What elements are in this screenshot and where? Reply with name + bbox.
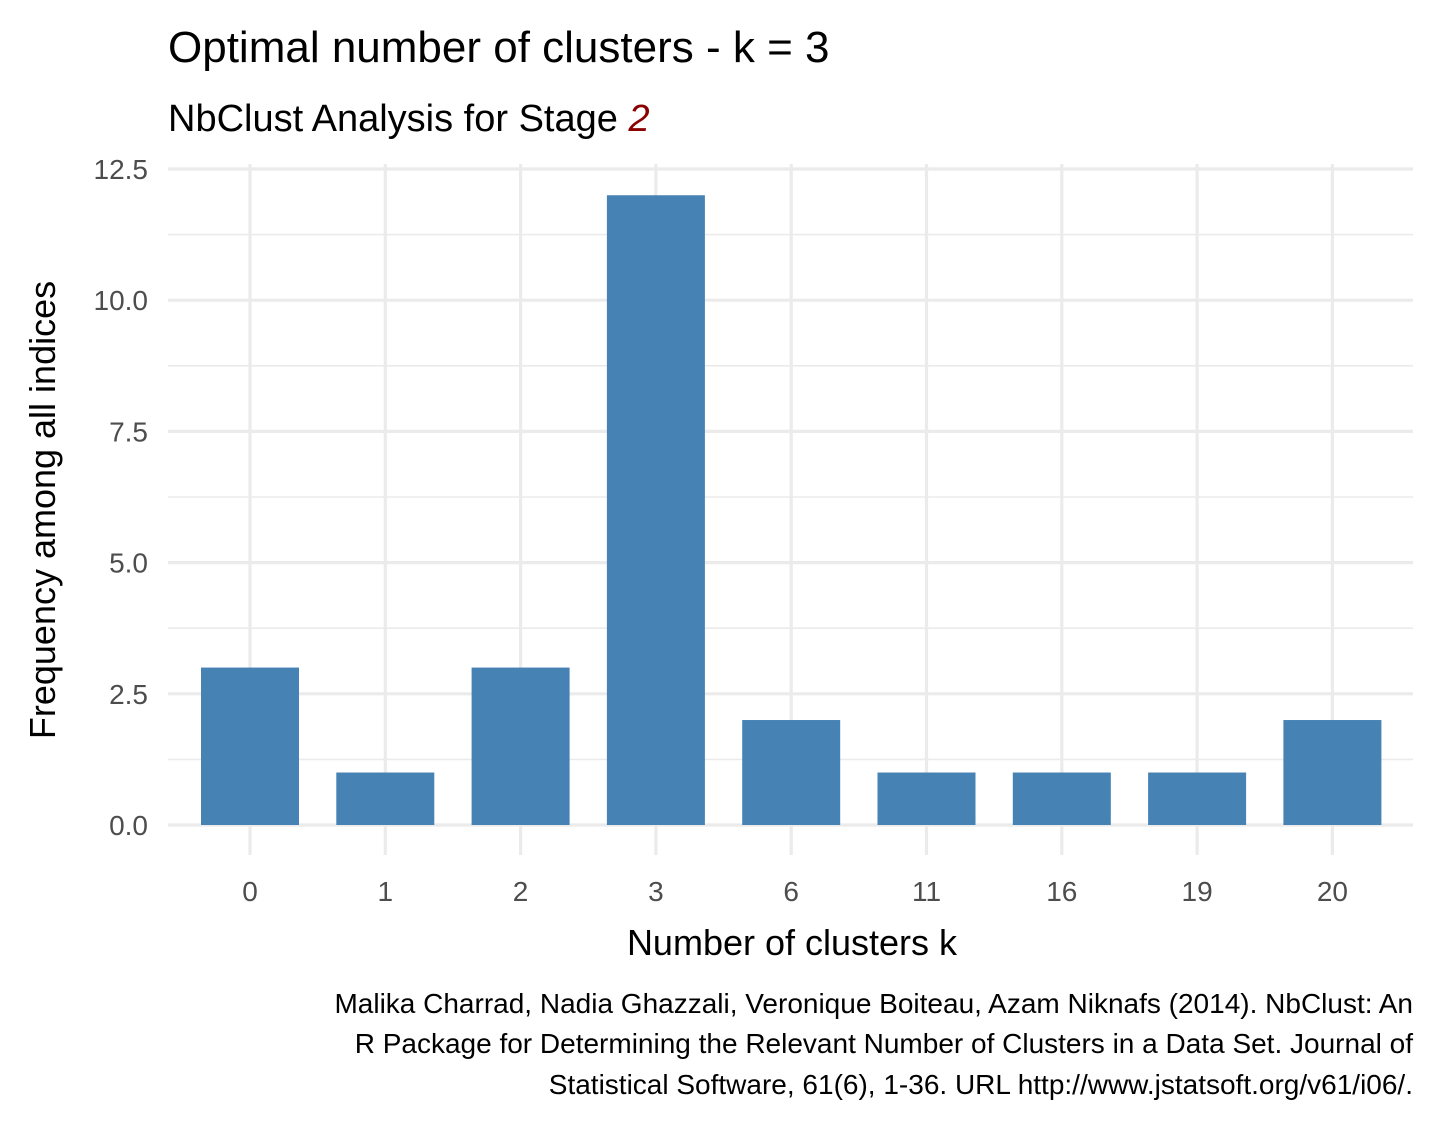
y-tick-label: 2.5: [109, 679, 148, 710]
bar-k-1: [336, 772, 435, 825]
chart-title: Optimal number of clusters - k = 3: [168, 23, 829, 72]
x-tick-label: 16: [1046, 876, 1077, 907]
y-tick-label: 12.5: [94, 154, 149, 185]
caption-line-2: R Package for Determining the Relevant N…: [355, 1028, 1414, 1059]
caption-line-1: Malika Charrad, Nadia Ghazzali, Veroniqu…: [334, 988, 1413, 1019]
x-tick-label: 20: [1317, 876, 1348, 907]
x-tick-label: 19: [1182, 876, 1213, 907]
y-tick-label: 5.0: [109, 548, 148, 579]
bar-k-2: [471, 667, 570, 825]
bar-k-19: [1148, 772, 1247, 825]
bar-k-11: [877, 772, 976, 825]
bar-k-16: [1012, 772, 1111, 825]
caption-line-3: Statistical Software, 61(6), 1-36. URL h…: [549, 1069, 1413, 1100]
y-tick-label: 0.0: [109, 810, 148, 841]
bar-k-20: [1283, 720, 1382, 825]
chart-subtitle-text: NbClust Analysis for Stage: [168, 98, 628, 140]
y-axis-title: Frequency among all indices: [22, 281, 63, 739]
y-tick-label: 10.0: [94, 285, 149, 316]
x-tick-label: 1: [378, 876, 394, 907]
x-tick-label: 11: [912, 876, 941, 907]
chart-subtitle-stage: 2: [627, 98, 649, 140]
bars: [201, 195, 1382, 826]
x-tick-label: 2: [513, 876, 529, 907]
y-tick-label: 7.5: [109, 416, 148, 447]
bar-k-3: [606, 195, 705, 826]
x-tick-labels: 0 1 2 3 6 11 16 19 20: [242, 876, 1348, 907]
y-tick-labels: 0.0 2.5 5.0 7.5 10.0 12.5: [94, 154, 149, 841]
x-tick-label: 0: [242, 876, 258, 907]
bar-k-6: [742, 720, 841, 825]
x-tick-label: 6: [783, 876, 799, 907]
x-axis-title: Number of clusters k: [627, 922, 958, 963]
bar-k-0: [201, 667, 299, 825]
chart-subtitle: NbClust Analysis for Stage 2: [168, 98, 650, 140]
x-tick-label: 3: [648, 876, 664, 907]
